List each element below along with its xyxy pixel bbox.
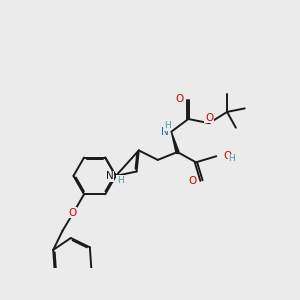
Text: H: H: [117, 176, 124, 185]
Polygon shape: [171, 132, 179, 152]
Text: O: O: [223, 151, 231, 161]
Text: H: H: [164, 121, 170, 130]
Text: O: O: [175, 94, 183, 104]
Text: N: N: [161, 127, 169, 137]
Text: O: O: [205, 113, 213, 123]
Text: H: H: [229, 154, 235, 163]
Text: O: O: [188, 176, 196, 186]
Text: O: O: [68, 208, 76, 218]
Text: N: N: [106, 171, 114, 182]
